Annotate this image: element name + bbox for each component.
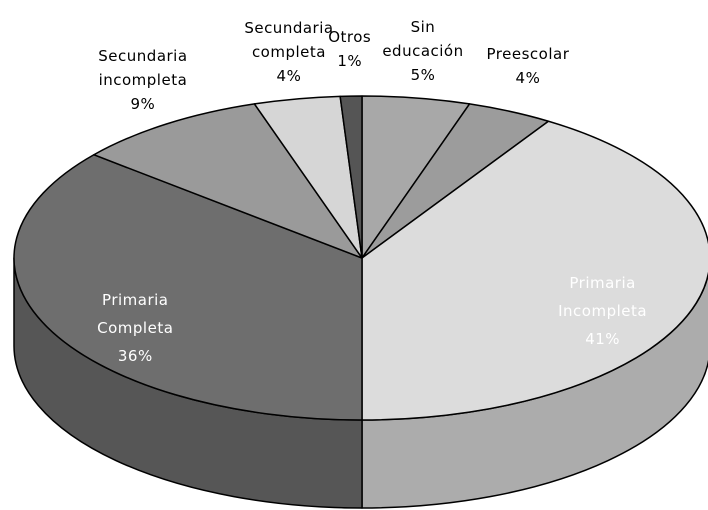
- slice: [339, 95, 363, 259]
- category-label: Primaria Incompleta: [558, 273, 648, 320]
- value-label: 36%: [117, 346, 153, 365]
- data-label: Otros 1%: [300, 25, 400, 73]
- value-label: 1%: [337, 51, 363, 70]
- value-label: 4%: [276, 66, 302, 85]
- category-label: Sin educación: [382, 17, 464, 60]
- value-label: 9%: [130, 94, 156, 113]
- data-label: Preescolar 4%: [478, 42, 578, 90]
- category-label: Primaria Completa: [97, 290, 174, 337]
- category-label: Preescolar: [486, 44, 570, 63]
- data-label: Sin educación 5%: [373, 15, 473, 87]
- data-label: Primaria Incompleta 41%: [553, 269, 653, 353]
- category-label: Secundaria completa: [244, 18, 334, 61]
- slice: [13, 153, 363, 421]
- value-label: 41%: [585, 329, 621, 348]
- value-label: 4%: [515, 68, 541, 87]
- category-label: Otros: [328, 27, 372, 46]
- slice: [361, 120, 708, 421]
- slice: [93, 103, 363, 259]
- data-label: Primaria Completa 36%: [85, 286, 185, 370]
- data-label: Secundaria completa 4%: [239, 16, 339, 88]
- category-label: Secundaria incompleta: [98, 46, 188, 89]
- value-label: 5%: [410, 65, 436, 84]
- data-label: Secundaria incompleta 9%: [93, 44, 193, 116]
